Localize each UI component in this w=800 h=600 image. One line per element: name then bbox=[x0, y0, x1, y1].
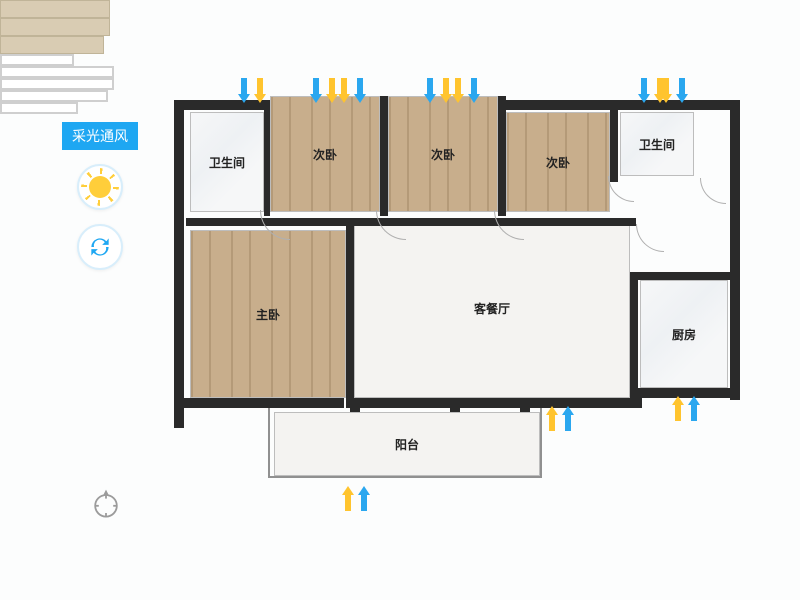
window-frame bbox=[0, 66, 114, 78]
room-bath2[interactable]: 卫生间 bbox=[620, 112, 694, 176]
cycle-icon bbox=[87, 234, 113, 260]
light-wind-arrows bbox=[338, 78, 366, 103]
room-bed2b[interactable]: 次卧 bbox=[388, 96, 498, 212]
window-lintel bbox=[0, 0, 110, 18]
wall-left bbox=[174, 100, 184, 428]
room-label: 主卧 bbox=[256, 306, 280, 323]
window-lintel bbox=[0, 18, 110, 36]
room-balcony[interactable]: 阳台 bbox=[274, 412, 540, 476]
wall-bottom-mid bbox=[346, 398, 642, 408]
window-lintel bbox=[0, 36, 104, 54]
mode-badge: 采光通风 bbox=[62, 122, 138, 150]
light-wind-arrows bbox=[672, 396, 700, 421]
room-label: 阳台 bbox=[395, 436, 419, 453]
cycle-button[interactable] bbox=[77, 224, 123, 270]
window-frame bbox=[0, 90, 108, 102]
sun-icon bbox=[89, 176, 111, 198]
window-frame bbox=[0, 54, 74, 66]
light-wind-arrows bbox=[310, 78, 338, 103]
room-label: 卫生间 bbox=[209, 154, 245, 171]
window-frame bbox=[0, 102, 78, 114]
room-label: 次卧 bbox=[313, 146, 337, 163]
door-arc bbox=[700, 178, 726, 204]
room-label: 次卧 bbox=[546, 154, 570, 171]
room-label: 厨房 bbox=[672, 326, 696, 343]
room-bed2c[interactable]: 次卧 bbox=[506, 112, 610, 212]
room-label: 次卧 bbox=[431, 146, 455, 163]
room-bath1[interactable]: 卫生间 bbox=[190, 112, 264, 212]
sun-button[interactable] bbox=[77, 164, 123, 210]
door-arc bbox=[608, 176, 634, 202]
room-label: 客餐厅 bbox=[474, 300, 510, 317]
room-label: 卫生间 bbox=[639, 136, 675, 153]
window-frame bbox=[0, 78, 114, 90]
light-wind-arrows bbox=[660, 78, 688, 103]
room-master[interactable]: 主卧 bbox=[190, 230, 346, 398]
door-arc bbox=[636, 224, 664, 252]
room-kitchen[interactable]: 厨房 bbox=[640, 280, 728, 388]
light-wind-arrows bbox=[342, 486, 370, 511]
compass-icon bbox=[88, 486, 124, 522]
floor-plan: 卫生间次卧次卧次卧卫生间主卧客餐厅厨房阳台 bbox=[0, 0, 114, 114]
light-wind-arrows bbox=[424, 78, 452, 103]
light-wind-arrows bbox=[546, 406, 574, 431]
room-bed2a[interactable]: 次卧 bbox=[270, 96, 380, 212]
light-wind-arrows bbox=[452, 78, 480, 103]
light-wind-arrows bbox=[238, 78, 266, 103]
wall-right-upper bbox=[730, 100, 740, 250]
wall-bottom-left bbox=[174, 398, 344, 408]
sidebar: 采光通风 bbox=[60, 122, 140, 270]
room-living[interactable]: 客餐厅 bbox=[354, 218, 630, 398]
